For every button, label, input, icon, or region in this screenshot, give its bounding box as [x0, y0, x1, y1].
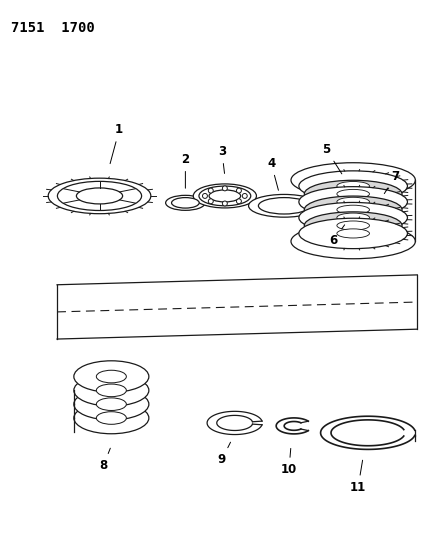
Ellipse shape: [77, 188, 122, 204]
Circle shape: [236, 199, 241, 204]
Ellipse shape: [304, 180, 402, 208]
Text: 11: 11: [350, 460, 366, 494]
Ellipse shape: [337, 221, 369, 230]
Circle shape: [202, 193, 208, 198]
Ellipse shape: [96, 398, 126, 410]
Ellipse shape: [74, 389, 149, 420]
Circle shape: [223, 201, 227, 206]
Ellipse shape: [337, 213, 369, 222]
Ellipse shape: [299, 171, 407, 201]
Ellipse shape: [249, 195, 320, 217]
Text: 1: 1: [110, 123, 123, 164]
Ellipse shape: [74, 375, 149, 406]
Text: 9: 9: [218, 442, 231, 466]
Ellipse shape: [337, 182, 369, 191]
Text: 6: 6: [329, 225, 345, 247]
Ellipse shape: [209, 190, 241, 202]
Circle shape: [236, 188, 241, 193]
Ellipse shape: [291, 224, 415, 259]
Text: 10: 10: [281, 448, 297, 476]
Ellipse shape: [74, 402, 149, 434]
Text: 5: 5: [322, 143, 342, 174]
Ellipse shape: [166, 195, 205, 211]
Text: 8: 8: [99, 448, 110, 472]
Text: 2: 2: [181, 153, 190, 188]
Ellipse shape: [74, 361, 149, 392]
Ellipse shape: [304, 212, 402, 239]
Circle shape: [223, 186, 227, 191]
Ellipse shape: [337, 229, 369, 238]
Circle shape: [242, 193, 247, 198]
Ellipse shape: [57, 181, 142, 211]
Circle shape: [208, 188, 213, 193]
Ellipse shape: [291, 163, 415, 198]
Ellipse shape: [299, 218, 407, 248]
Ellipse shape: [299, 203, 407, 233]
Text: 7: 7: [384, 169, 400, 193]
Ellipse shape: [337, 197, 369, 206]
Ellipse shape: [96, 411, 126, 424]
Circle shape: [208, 199, 213, 204]
Ellipse shape: [337, 205, 369, 214]
Text: 4: 4: [267, 157, 279, 190]
Ellipse shape: [299, 187, 407, 217]
Ellipse shape: [96, 370, 126, 383]
Ellipse shape: [172, 198, 199, 208]
Ellipse shape: [337, 189, 369, 198]
Text: 3: 3: [218, 145, 226, 173]
Ellipse shape: [304, 196, 402, 223]
Ellipse shape: [259, 198, 310, 214]
Ellipse shape: [193, 184, 256, 208]
Ellipse shape: [96, 384, 126, 397]
Ellipse shape: [199, 186, 251, 206]
Ellipse shape: [48, 178, 151, 214]
Text: 7151  1700: 7151 1700: [11, 21, 95, 35]
